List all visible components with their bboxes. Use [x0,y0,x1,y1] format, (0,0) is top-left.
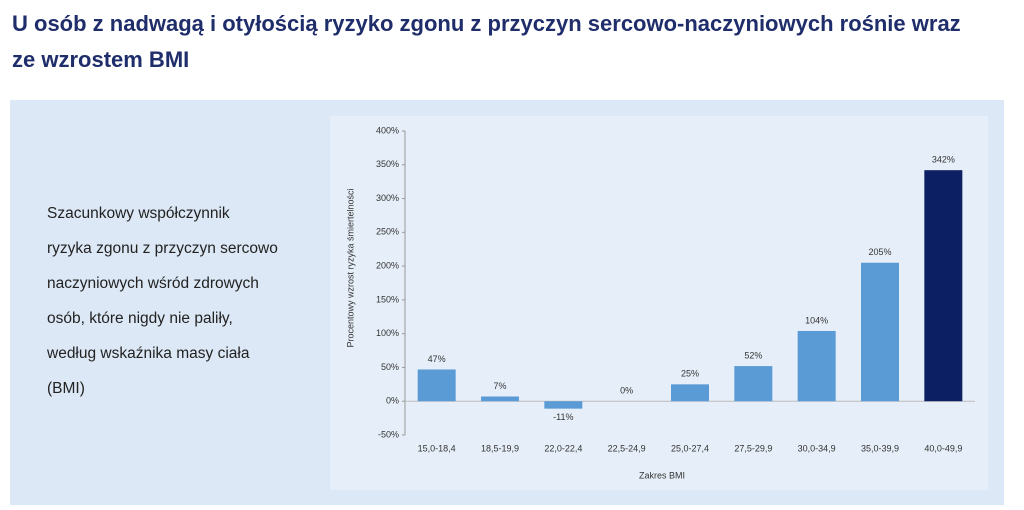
bar [861,262,899,402]
bar [797,330,836,402]
x-axis-label: Zakres BMI [639,470,685,480]
y-tick-label: 300% [376,193,399,203]
description-line: naczyniowych wśród zdrowych [47,275,259,292]
value-label: 342% [932,155,955,165]
y-tick-label: 0% [386,396,399,406]
description-line: osób, które nigdy nie paliły, [47,310,233,327]
y-tick-label: 250% [376,227,399,237]
bar [544,401,583,409]
value-label: 25% [681,369,699,379]
x-tick-label: 27,5-29,9 [734,443,772,453]
value-label: -11% [553,412,573,422]
description: Szacunkowy współczynnik ryzyka zgonu z pr… [47,196,278,406]
x-tick-label: 22,0-22,4 [544,443,582,453]
y-tick-label: 400% [376,125,399,135]
description-line: Szacunkowy współczynnik [47,205,230,222]
x-tick-label: 15,0-18,4 [418,443,456,453]
bar [417,369,456,402]
x-tick-label: 30,0-34,9 [798,443,836,453]
y-tick-label: 150% [376,294,399,304]
x-tick-label: 25,0-27,4 [671,443,709,453]
y-tick-label: 50% [381,362,399,372]
x-tick-label: 22,5-24,9 [608,443,646,453]
y-axis-label: Procentowy wzrost ryzyka śmiertelności [345,188,355,347]
value-label: 52% [744,350,762,360]
y-tick-label: 350% [376,159,399,169]
x-tick-label: 35,0-39,9 [861,443,899,453]
bar [671,384,709,402]
bar [734,366,773,402]
x-tick-label: 18,5-19,9 [481,443,519,453]
value-label: 7% [493,381,506,391]
description-line: ryzyka zgonu z przyczyn sercowo [47,240,278,257]
y-tick-label: 100% [376,328,399,338]
y-tick-label: -50% [378,429,399,439]
value-label: 47% [428,354,446,364]
value-label: 0% [620,386,633,396]
description-line: według wskaźnika masy ciała [47,345,250,362]
x-tick-label: 40,0-49,9 [924,443,962,453]
bar [924,170,963,402]
value-label: 205% [868,247,891,257]
description-line: (BMI) [47,380,85,397]
bar [481,396,519,402]
value-label: 104% [805,315,828,325]
slide-title: U osób z nadwagą i otyłością ryzyko zgon… [12,11,961,72]
y-tick-label: 200% [376,260,399,270]
